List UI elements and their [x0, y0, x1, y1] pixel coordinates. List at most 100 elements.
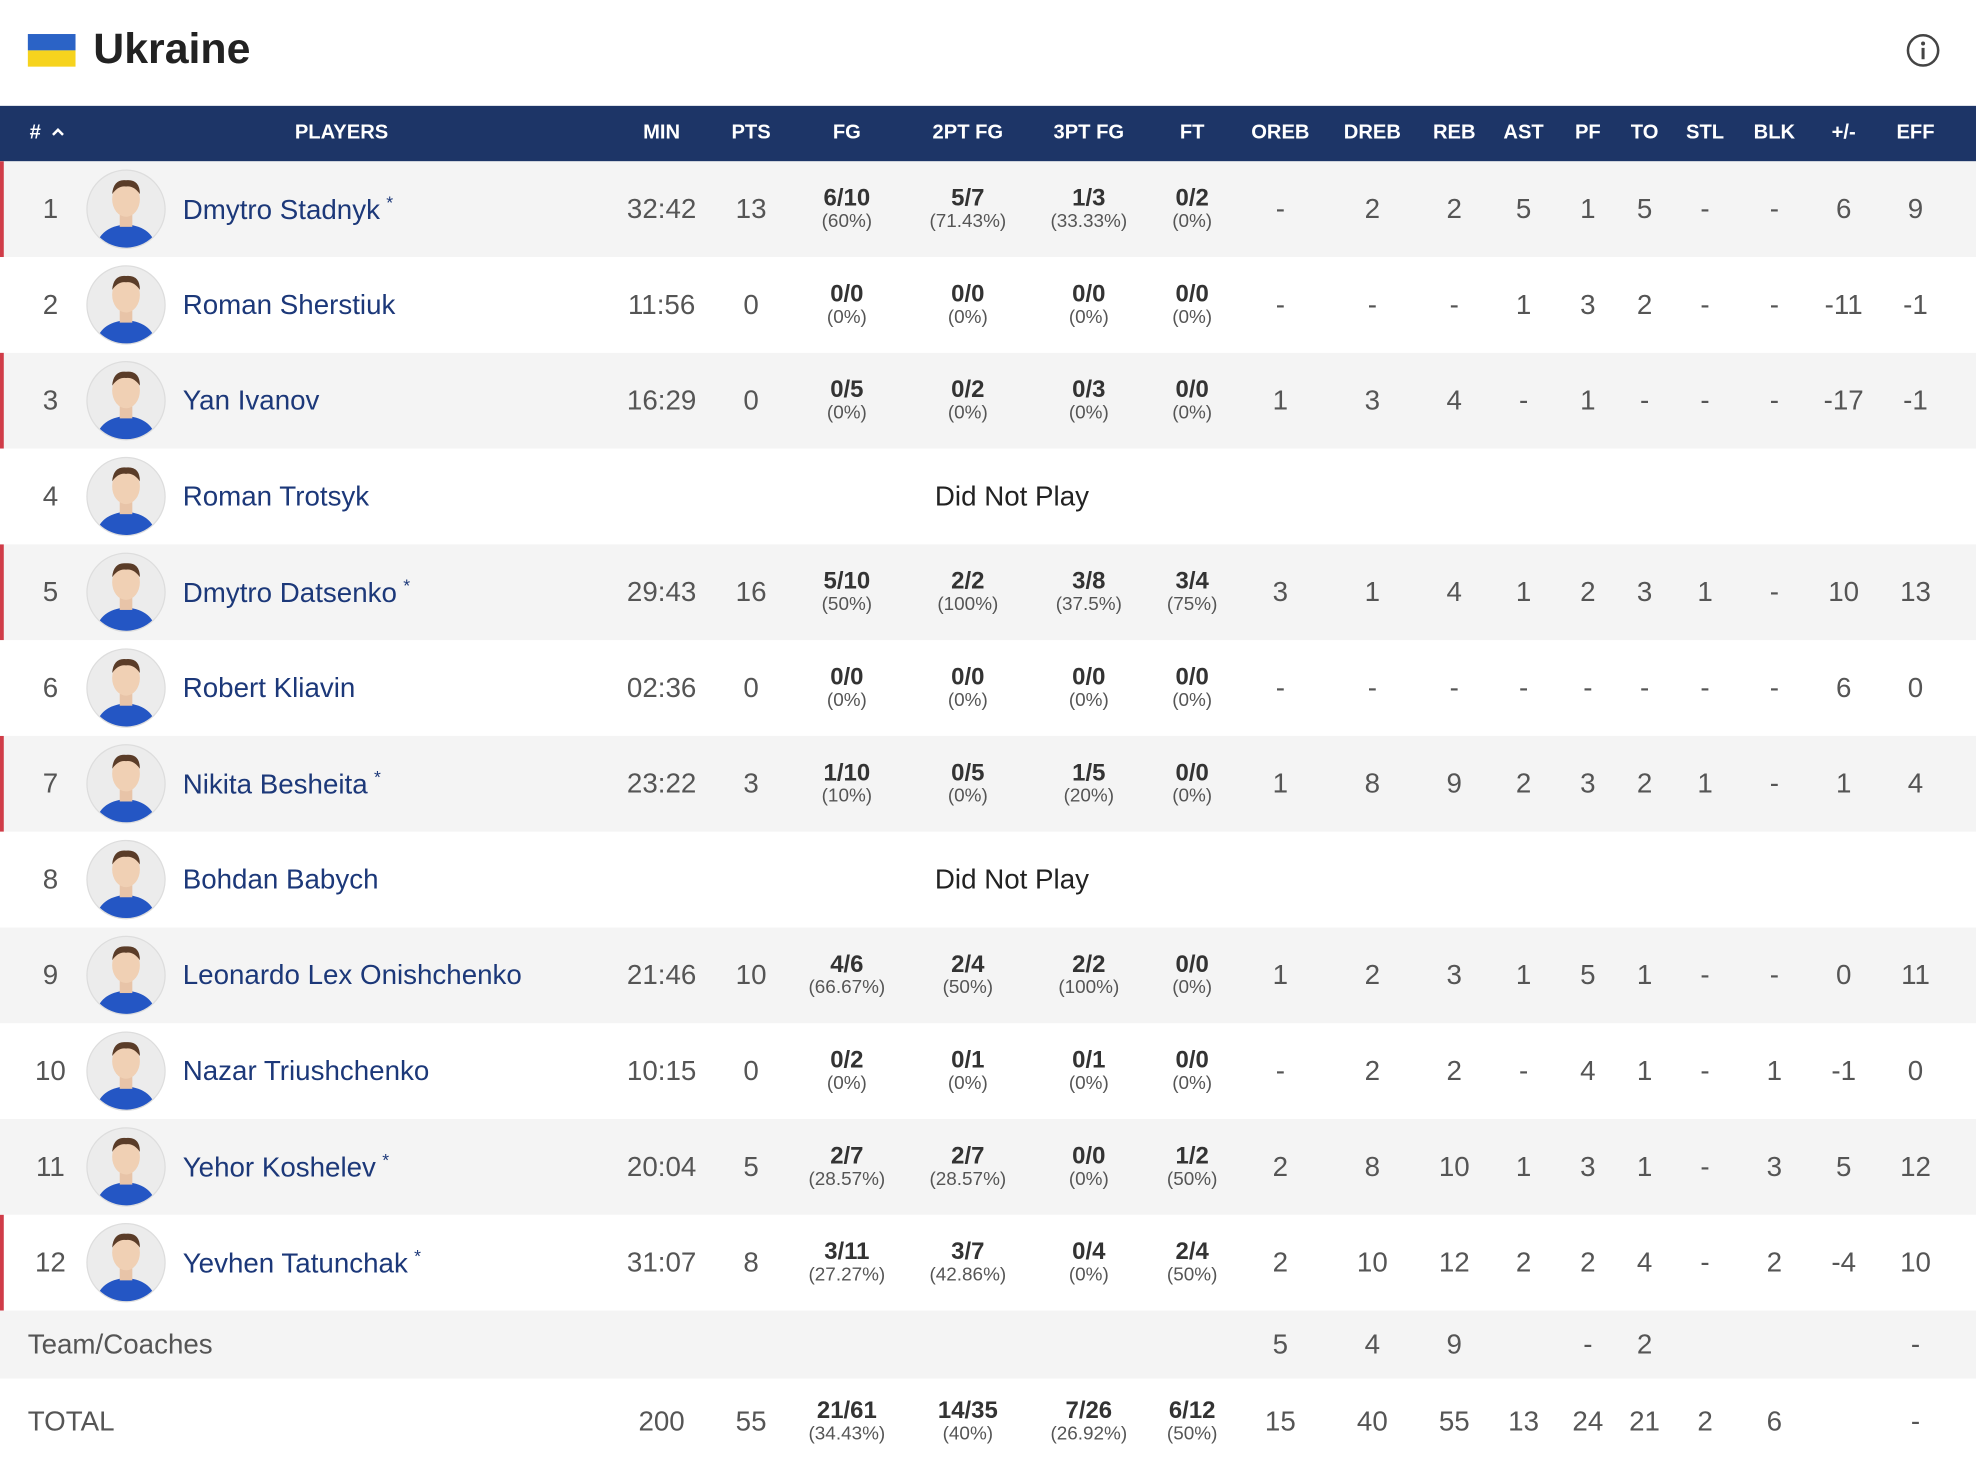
- player-name-text: Roman Sherstiuk: [182, 288, 396, 321]
- made-attempted: 2/2: [1072, 951, 1106, 979]
- stat-cell: 0: [1907, 1054, 1924, 1087]
- total-label: TOTAL: [27, 1405, 115, 1437]
- stat-cell: 2: [1446, 1054, 1462, 1087]
- stat-cell: 1: [1364, 575, 1381, 608]
- made-attempted: 6/10: [823, 185, 871, 212]
- percentage: (0%): [1172, 785, 1213, 807]
- player-row: [0, 735, 1976, 832]
- shooting-cell: 1/3 (33.33%): [1050, 185, 1127, 232]
- player-name[interactable]: Roman Trotsyk: [183, 480, 369, 513]
- percentage: (0%): [947, 1072, 988, 1094]
- made-attempted: 1/3: [1072, 185, 1106, 212]
- player-number: 10: [34, 1054, 66, 1087]
- made-attempted: 5/10: [823, 568, 871, 596]
- player-row: [0, 1214, 1976, 1311]
- stat-cell: 16:29: [626, 384, 697, 416]
- percentage: (50%): [1166, 1264, 1218, 1286]
- percentage: (0%): [947, 689, 988, 711]
- made-attempted: 0/0: [1072, 1143, 1106, 1170]
- stat-cell: 5: [1515, 192, 1532, 225]
- sort-icon[interactable]: [50, 126, 65, 139]
- percentage: (50%): [942, 976, 994, 999]
- stat-cell: 1: [1515, 1150, 1532, 1183]
- player-name[interactable]: Roman Sherstiuk: [183, 289, 396, 322]
- column-header: REB: [1432, 122, 1476, 144]
- player-name[interactable]: Yehor Koshelev *: [183, 1150, 389, 1184]
- percentage: (50%): [1166, 1422, 1218, 1445]
- stat-cell: -: [1769, 767, 1779, 799]
- player-number: 5: [42, 575, 59, 608]
- stat-cell: 4: [1364, 1328, 1381, 1360]
- stat-cell: 20:04: [626, 1150, 697, 1183]
- stat-cell: 2: [1636, 1328, 1653, 1360]
- stat-cell: 9: [1446, 767, 1462, 799]
- shooting-cell: 0/0 (0%): [1172, 1048, 1212, 1094]
- stat-cell: 4: [1636, 1246, 1653, 1278]
- percentage: (0%): [1068, 689, 1109, 711]
- made-attempted: 3/7: [951, 1238, 985, 1266]
- stat-cell: -: [1700, 1246, 1710, 1278]
- stat-cell: -: [1769, 288, 1779, 321]
- made-attempted: 1/2: [1175, 1143, 1209, 1170]
- player-name[interactable]: Yan Ivanov: [183, 384, 320, 417]
- stat-cell: 2: [1697, 1405, 1713, 1437]
- player-name[interactable]: Bohdan Babych: [183, 863, 379, 896]
- stat-cell: 5: [1580, 959, 1596, 991]
- player-name[interactable]: Yevhen Tatunchak *: [183, 1246, 421, 1280]
- player-row: [0, 1023, 1976, 1120]
- player-name[interactable]: Dmytro Stadnyk *: [183, 192, 393, 226]
- stat-cell: 1: [1697, 575, 1713, 608]
- made-attempted: 2/7: [951, 1143, 985, 1170]
- shooting-cell: 2/2 (100%): [1058, 951, 1119, 998]
- shooting-cell: 2/7 (28.57%): [808, 1144, 885, 1189]
- column-header: 2PT FG: [932, 122, 1004, 144]
- player-row: [0, 544, 1976, 641]
- made-attempted: 4/6: [830, 951, 864, 979]
- stat-cell: 2: [1766, 1246, 1783, 1278]
- stat-cell: 1: [1272, 767, 1289, 799]
- stat-cell: 6: [1835, 671, 1852, 704]
- player-name[interactable]: Nikita Besheita *: [183, 767, 381, 801]
- made-attempted: 0/0: [1175, 951, 1209, 979]
- stat-cell: 10: [1356, 1246, 1388, 1278]
- stat-cell: 4: [1907, 767, 1924, 799]
- percentage: (0%): [1068, 1264, 1109, 1286]
- percentage: (28.57%): [808, 1168, 886, 1190]
- stat-cell: 13: [1900, 575, 1931, 608]
- player-name[interactable]: Nazar Triushchenko: [183, 1055, 430, 1088]
- info-icon[interactable]: [1905, 33, 1940, 68]
- player-row: [0, 927, 1976, 1024]
- stat-cell: -: [1769, 384, 1779, 416]
- player-photo: [86, 456, 166, 537]
- player-name-text: Yehor Koshelev: [182, 1151, 376, 1183]
- stat-cell: -4: [1831, 1246, 1856, 1278]
- player-name-text: Dmytro Stadnyk: [182, 193, 380, 226]
- player-name-text: Bohdan Babych: [182, 863, 379, 895]
- percentage: (42.86%): [929, 1264, 1007, 1286]
- stat-cell: -: [1769, 192, 1779, 225]
- total-row: [0, 1378, 1976, 1462]
- team-row: [0, 1310, 1976, 1379]
- percentage: (0%): [1172, 689, 1213, 711]
- percentage: (100%): [937, 593, 999, 616]
- shooting-cell: 0/2 (0%): [827, 1048, 867, 1094]
- player-name[interactable]: Leonardo Lex Onishchenko: [183, 959, 522, 992]
- shooting-cell: 0/0 (0%): [1172, 761, 1212, 806]
- percentage: (40%): [942, 1422, 994, 1445]
- stat-cell: 2: [1364, 1054, 1381, 1087]
- shooting-cell: 0/0 (0%): [1172, 951, 1212, 998]
- shooting-cell: 3/8 (37.5%): [1056, 569, 1122, 615]
- column-header: TO: [1630, 122, 1659, 144]
- stat-cell: -: [1769, 575, 1779, 608]
- made-attempted: 2/4: [951, 951, 985, 979]
- player-name[interactable]: Dmytro Datsenko *: [183, 575, 410, 609]
- stat-cell: 3: [1446, 959, 1462, 991]
- stat-cell: 3: [1364, 384, 1381, 416]
- stat-cell: 0: [1835, 959, 1852, 991]
- player-name[interactable]: Robert Kliavin: [183, 672, 356, 705]
- shooting-cell: 0/1 (0%): [1069, 1048, 1109, 1094]
- player-row: [0, 352, 1976, 449]
- shooting-cell: 0/0 (0%): [1172, 282, 1212, 327]
- percentage: (71.43%): [929, 210, 1007, 232]
- stat-cell: 1: [1580, 192, 1596, 225]
